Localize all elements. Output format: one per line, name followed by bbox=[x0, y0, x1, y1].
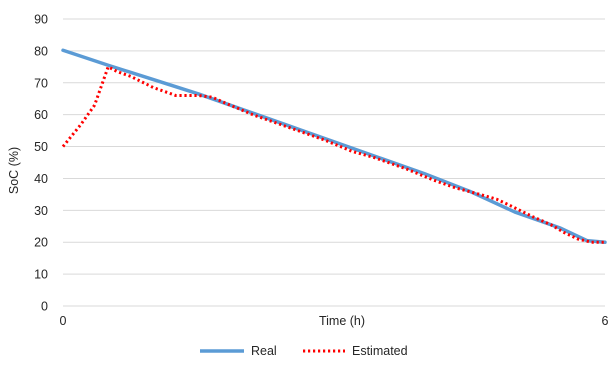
legend-item-estimated: Estimated bbox=[303, 344, 408, 358]
y-tick-labels: 0 10 20 30 40 50 60 70 80 90 bbox=[34, 13, 48, 314]
y-tick-label: 10 bbox=[34, 268, 48, 282]
y-tick-label: 0 bbox=[41, 300, 48, 314]
y-tick-label: 50 bbox=[34, 140, 48, 154]
y-tick-label: 90 bbox=[34, 13, 48, 27]
y-tick-label: 60 bbox=[34, 108, 48, 122]
y-tick-label: 80 bbox=[34, 44, 48, 58]
legend-label: Real bbox=[251, 344, 277, 358]
series-line-estimated bbox=[61, 65, 605, 244]
gridlines bbox=[63, 18, 605, 307]
y-tick-label: 30 bbox=[34, 204, 48, 218]
series-lines bbox=[61, 48, 607, 244]
legend-label: Estimated bbox=[352, 344, 408, 358]
legend-item-real: Real bbox=[200, 344, 277, 358]
x-tick-label: 6 bbox=[602, 314, 609, 328]
y-tick-label: 20 bbox=[34, 236, 48, 250]
y-tick-label: 40 bbox=[34, 172, 48, 186]
x-axis-title: Time (h) bbox=[319, 314, 365, 328]
legend: Real Estimated bbox=[200, 344, 408, 358]
y-axis-title: SoC (%) bbox=[7, 147, 21, 194]
y-tick-label: 70 bbox=[34, 76, 48, 90]
x-tick-label: 0 bbox=[60, 314, 67, 328]
